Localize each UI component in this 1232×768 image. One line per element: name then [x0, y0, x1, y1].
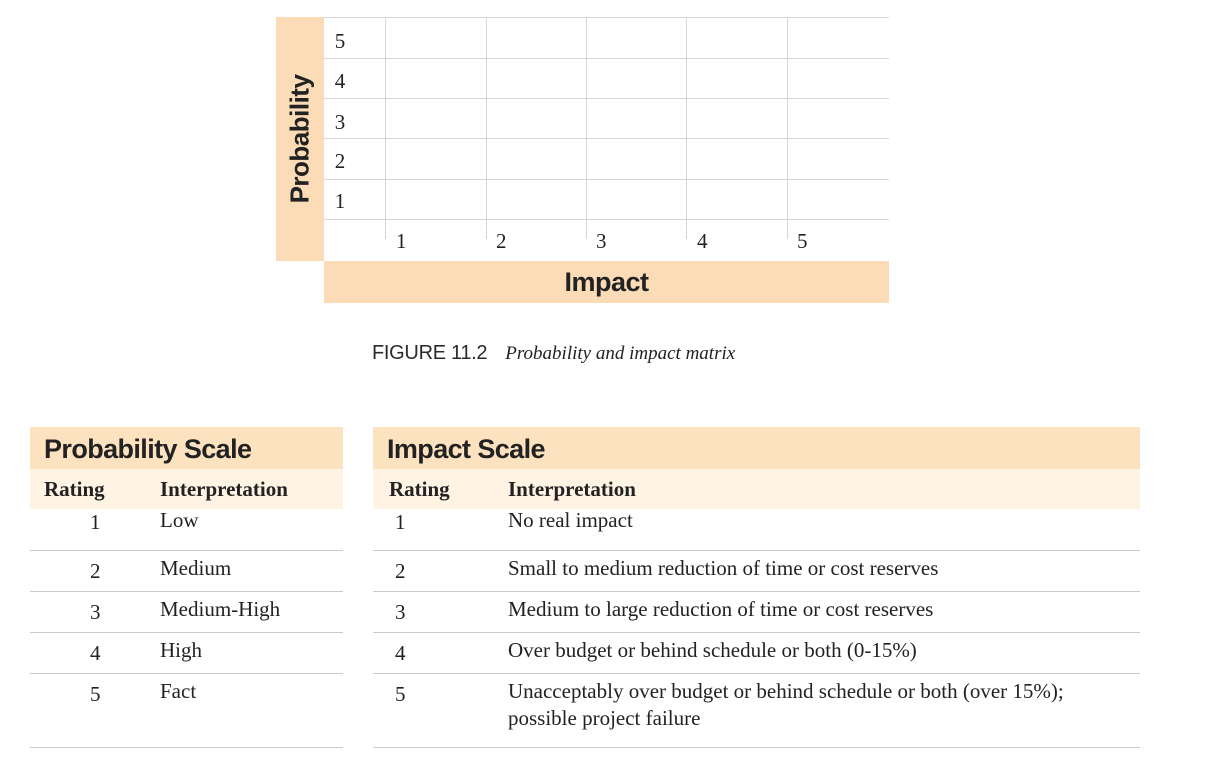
rating-cell: 1 [395, 510, 406, 534]
interpretation-cell: Unacceptably over budget or behind sched… [508, 679, 1064, 730]
probability-axis-label: Probability [284, 74, 315, 204]
column-header-rating: Rating [44, 477, 105, 501]
rating-cell: 2 [395, 559, 406, 583]
y-tick-label: 5 [334, 29, 346, 53]
column-header-row: Rating Interpretation [373, 469, 1140, 509]
table-row: 5 Fact [30, 674, 343, 748]
x-tick-label: 2 [496, 229, 507, 253]
rating-cell: 3 [395, 600, 406, 624]
table-row: 2 Medium [30, 551, 343, 592]
rating-cell: 1 [90, 510, 101, 534]
probability-axis-band: Probability [276, 17, 324, 261]
interpretation-cell: Fact [160, 679, 197, 703]
probability-impact-matrix: 5 4 3 2 1 1 2 3 4 5 [324, 17, 889, 261]
figure-caption: FIGURE 11.2 Probability and impact matrix [372, 342, 735, 365]
table-row: 2 Small to medium reduction of time or c… [373, 551, 1140, 592]
x-tick-label: 3 [596, 229, 607, 253]
table-title: Probability Scale [44, 434, 252, 464]
interpretation-cell: No real impact [508, 508, 633, 532]
column-header-rating: Rating [389, 477, 450, 501]
table-row: 4 High [30, 633, 343, 674]
table-row: 1 Low [30, 508, 343, 551]
column-header-row: Rating Interpretation [30, 469, 343, 509]
rating-cell: 3 [90, 600, 101, 624]
table-title-bar: Probability Scale [30, 427, 343, 469]
x-tick-label: 4 [697, 229, 708, 253]
table-row: 3 Medium to large reduction of time or c… [373, 592, 1140, 633]
table-row: 3 Medium-High [30, 592, 343, 633]
interpretation-cell: Medium-High [160, 597, 281, 621]
figure-title: Probability and impact matrix [505, 343, 736, 364]
x-tick-label: 5 [797, 229, 808, 253]
interpretation-cell: Low [160, 508, 199, 532]
table-title: Impact Scale [387, 434, 545, 464]
table-title-bar: Impact Scale [373, 427, 1140, 469]
y-tick-label: 1 [334, 189, 346, 213]
column-header-interpretation: Interpretation [508, 477, 636, 501]
rating-cell: 5 [90, 682, 101, 706]
figure-number: FIGURE 11.2 [372, 342, 488, 364]
table-row: 1 No real impact [373, 508, 1140, 551]
table-row: 4 Over budget or behind schedule or both… [373, 633, 1140, 674]
rating-cell: 4 [90, 641, 101, 665]
rating-cell: 5 [395, 682, 406, 706]
y-tick-label: 3 [334, 110, 346, 134]
interpretation-cell: Over budget or behind schedule or both (… [508, 638, 917, 662]
y-tick-label: 4 [334, 69, 346, 93]
impact-axis-label: Impact [564, 267, 649, 297]
probability-scale-table: Probability Scale Rating Interpretation … [30, 427, 343, 748]
rating-cell: 2 [90, 559, 101, 583]
x-tick-label: 1 [396, 229, 407, 253]
interpretation-cell: High [160, 638, 202, 662]
column-header-interpretation: Interpretation [160, 477, 288, 501]
rating-cell: 4 [395, 641, 406, 665]
y-tick-label: 2 [334, 149, 346, 173]
interpretation-cell: Small to medium reduction of time or cos… [508, 556, 939, 580]
interpretation-cell: Medium to large reduction of time or cos… [508, 597, 934, 621]
impact-scale-table: Impact Scale Rating Interpretation 1 No … [373, 427, 1140, 748]
impact-axis-band: Impact [324, 261, 889, 303]
table-row: 5 Unacceptably over budget or behind sch… [373, 674, 1140, 748]
interpretation-cell: Medium [160, 556, 232, 580]
